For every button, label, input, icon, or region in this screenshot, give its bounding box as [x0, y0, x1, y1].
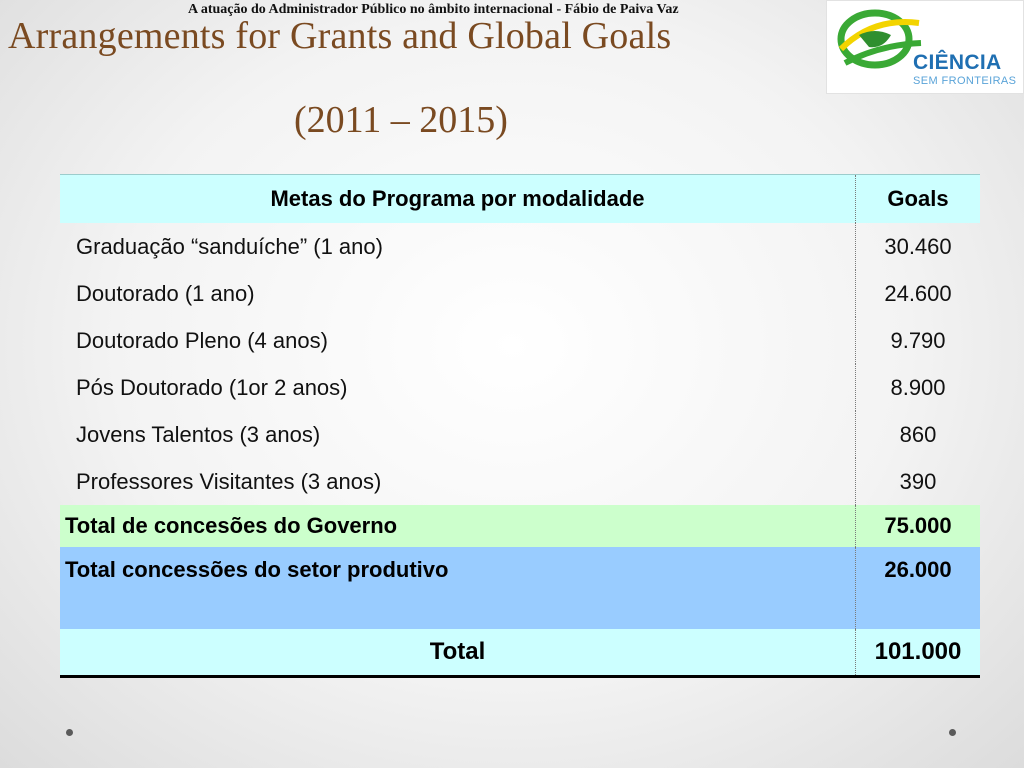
row-value: 860 — [855, 411, 980, 458]
table-row: Graduação “sanduíche” (1 ano) 30.460 — [60, 223, 980, 270]
total-government-value: 75.000 — [855, 505, 980, 547]
corner-dot-right — [949, 729, 956, 736]
total-productive-value: 26.000 — [855, 547, 980, 629]
header-note: A atuação do Administrador Público no âm… — [188, 2, 679, 17]
table-row: Doutorado (1 ano) 24.600 — [60, 270, 980, 317]
total-government-label: Total de concesões do Governo — [60, 505, 856, 547]
grand-total-label: Total — [60, 629, 856, 678]
table-row: Doutorado Pleno (4 anos) 9.790 — [60, 317, 980, 364]
goals-table: Metas do Programa por modalidade Goals G… — [60, 174, 980, 678]
row-value: 8.900 — [855, 364, 980, 411]
row-value: 24.600 — [855, 270, 980, 317]
row-value: 30.460 — [855, 223, 980, 270]
ciencia-sem-fronteiras-logo: CIÊNCIA SEM FRONTEIRAS — [826, 0, 1024, 94]
row-label: Doutorado Pleno (4 anos) — [76, 327, 328, 353]
row-label: Graduação “sanduíche” (1 ano) — [76, 233, 383, 259]
globe-swoosh-icon — [837, 9, 922, 69]
grand-total-row: Total 101.000 — [60, 629, 980, 678]
row-label: Professores Visitantes (3 anos) — [76, 468, 382, 494]
table-row: Jovens Talentos (3 anos) 860 — [60, 411, 980, 458]
logo-name: CIÊNCIA — [913, 51, 1002, 74]
grand-total-value: 101.000 — [855, 629, 980, 678]
program-header: Metas do Programa por modalidade — [60, 174, 856, 223]
table-row: Pós Doutorado (1or 2 anos) 8.900 — [60, 364, 980, 411]
table-header-row: Metas do Programa por modalidade Goals — [60, 174, 980, 223]
row-label: Doutorado (1 ano) — [76, 280, 255, 306]
row-label: Jovens Talentos (3 anos) — [76, 421, 321, 447]
total-government-row: Total de concesões do Governo 75.000 — [60, 505, 980, 547]
table-row: Professores Visitantes (3 anos) 390 — [60, 458, 980, 505]
corner-dot-left — [66, 729, 73, 736]
logo-tagline: SEM FRONTEIRAS — [913, 75, 1017, 87]
goals-header: Goals — [855, 174, 980, 223]
row-value: 390 — [855, 458, 980, 505]
row-label: Pós Doutorado (1or 2 anos) — [76, 374, 348, 400]
total-productive-row: Total concessões do setor produtivo 26.0… — [60, 547, 980, 629]
slide-subtitle: (2011 – 2015) — [294, 99, 508, 141]
total-productive-label: Total concessões do setor produtivo — [60, 547, 856, 629]
row-value: 9.790 — [855, 317, 980, 364]
slide-title: Arrangements for Grants and Global Goals — [8, 15, 672, 57]
